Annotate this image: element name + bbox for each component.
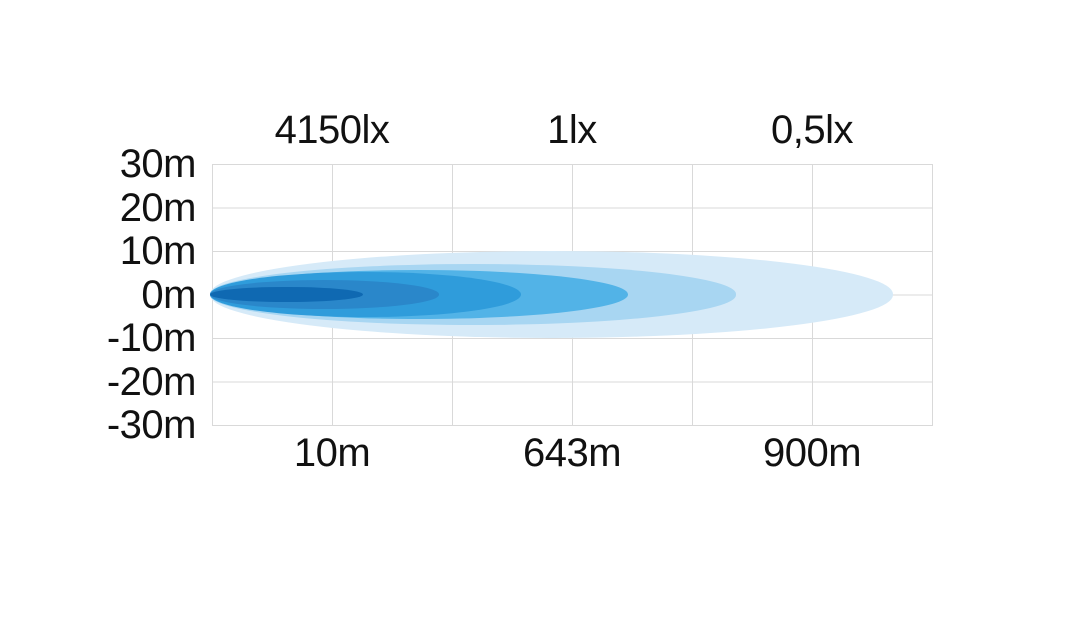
lux-label: 4150lx: [274, 108, 390, 152]
x-tick-label: 10m: [293, 431, 371, 475]
y-tick-label: 20m: [119, 185, 197, 230]
beam-zones: [210, 164, 932, 425]
x-tick-label: 643m: [522, 431, 622, 475]
y-tick-label: 30m: [119, 142, 197, 186]
x-tick-label: 900m: [762, 431, 862, 475]
plot-area: [210, 164, 933, 426]
y-tick-label: -30m: [106, 403, 197, 447]
beam-zone-core-1: [210, 286, 364, 303]
y-tick-label: -20m: [106, 359, 197, 404]
y-tick-label: 0m: [141, 272, 196, 317]
lux-label: 0,5lx: [771, 108, 854, 152]
y-tick-label: -10m: [106, 316, 197, 360]
lux-label: 1lx: [547, 108, 597, 152]
y-tick-label: 10m: [119, 229, 197, 273]
